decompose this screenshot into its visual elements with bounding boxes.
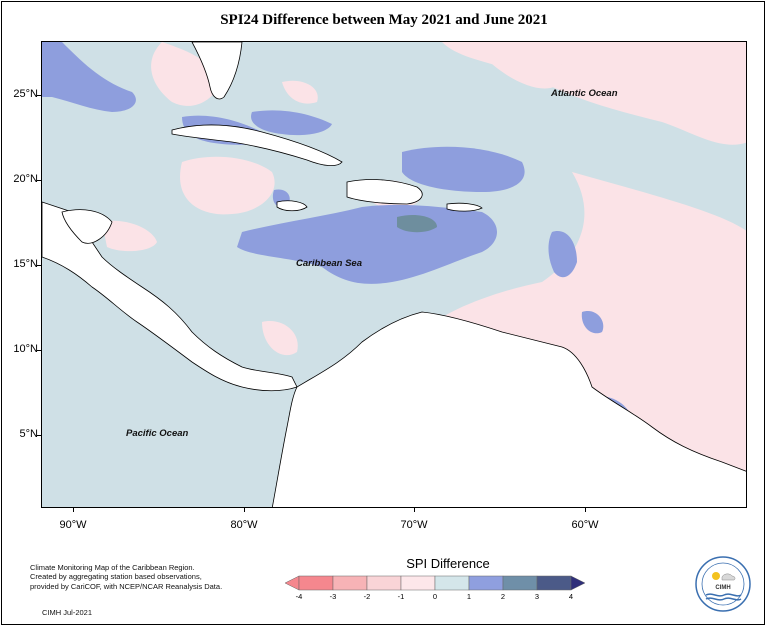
colorbar-cell xyxy=(366,575,402,591)
sun-icon xyxy=(712,572,720,580)
cimh-logo: CIMH xyxy=(695,556,751,612)
x-tick-label: 90°W xyxy=(59,519,87,531)
colorbar-cell xyxy=(468,575,504,591)
colorbar-extend-low xyxy=(284,575,300,591)
y-tick-label: 15°N xyxy=(13,258,38,270)
colorbar-tick-label: 2 xyxy=(500,592,506,601)
colorbar-cell xyxy=(434,575,470,591)
colorbar-cell xyxy=(536,575,572,591)
caribbean-sea-label: Caribbean Sea xyxy=(296,258,362,269)
colorbar-cell xyxy=(400,575,436,591)
cloud-icon xyxy=(721,573,736,581)
dry-anomaly-regions xyxy=(102,42,746,507)
x-tick-mark xyxy=(414,508,415,512)
colorbar-tick-label: 4 xyxy=(568,592,574,601)
colorbar-tick-label: -2 xyxy=(363,592,371,601)
colorbar-tick-label: 3 xyxy=(534,592,540,601)
map-canvas xyxy=(42,42,746,507)
colorbar-cell xyxy=(298,575,334,591)
y-tick-mark xyxy=(37,435,41,436)
x-tick-mark xyxy=(585,508,586,512)
y-tick-mark xyxy=(37,265,41,266)
y-tick-mark xyxy=(37,95,41,96)
credit-date: CIMH Jul-2021 xyxy=(42,608,93,617)
colorbar-cell xyxy=(502,575,538,591)
atlantic-ocean-label: Atlantic Ocean xyxy=(551,88,618,99)
x-tick-label: 70°W xyxy=(400,519,428,531)
credits-block: Climate Monitoring Map of the Caribbean … xyxy=(30,563,222,591)
pacific-ocean-label: Pacific Ocean xyxy=(126,428,189,439)
colorbar-cell xyxy=(332,575,368,591)
y-tick-label: 10°N xyxy=(13,343,38,355)
logo-text: CIMH xyxy=(715,585,730,591)
map-panel[interactable] xyxy=(41,41,747,508)
colorbar-tick-label: -4 xyxy=(295,592,303,601)
y-tick-label: 20°N xyxy=(13,173,38,185)
x-tick-mark xyxy=(73,508,74,512)
x-tick-label: 80°W xyxy=(230,519,258,531)
colorbar-tick-label: -3 xyxy=(329,592,337,601)
colorbar-extend-high xyxy=(570,575,586,591)
y-tick-mark xyxy=(37,180,41,181)
colorbar-tick-label: -1 xyxy=(397,592,405,601)
map-title: SPI24 Difference between May 2021 and Ju… xyxy=(220,12,548,28)
y-tick-label: 5°N xyxy=(19,428,38,440)
legend-colorbar xyxy=(284,575,586,591)
colorbar-tick-label: 0 xyxy=(432,592,438,601)
colorbar-tick-label: 1 xyxy=(466,592,472,601)
credit-line: Climate Monitoring Map of the Caribbean … xyxy=(30,563,195,572)
land-masses xyxy=(42,42,746,507)
y-tick-mark xyxy=(37,350,41,351)
y-tick-label: 25°N xyxy=(13,88,38,100)
x-tick-label: 60°W xyxy=(571,519,599,531)
legend-title: SPI Difference xyxy=(406,556,490,571)
x-tick-mark xyxy=(244,508,245,512)
credit-line: provided by CariCOF, with NCEP/NCAR Rean… xyxy=(30,581,223,591)
credit-line: Created by aggregating station based obs… xyxy=(30,572,202,582)
